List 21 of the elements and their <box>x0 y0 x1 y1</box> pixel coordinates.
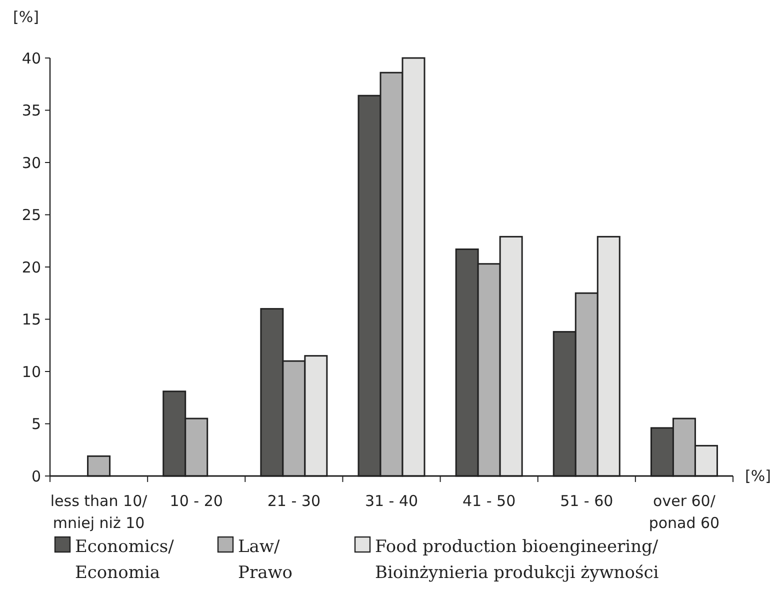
y-tick-label: 0 <box>31 467 41 486</box>
x-axis-title: [%] <box>745 467 771 485</box>
y-tick-label: 40 <box>22 49 41 68</box>
x-tick-label: 51 - 60 <box>560 492 614 510</box>
y-tick-label: 15 <box>22 310 41 328</box>
legend-label: Food production bioengineering/ Bioinżynieria produkcji żywności <box>375 537 660 583</box>
y-tick-label: 5 <box>31 415 41 433</box>
y-tick-label: 35 <box>22 102 41 120</box>
y-tick-label: 20 <box>22 258 41 276</box>
y-tick-label: 10 <box>22 362 41 381</box>
x-tick-label: 21 - 30 <box>267 492 320 510</box>
legend-label: Economics/ Economia <box>75 537 174 583</box>
x-tick-label: 10 - 20 <box>170 492 223 510</box>
y-axis-title: [%] <box>13 8 39 26</box>
y-tick-label: 30 <box>22 154 41 172</box>
legend-label: Law/ Prawo <box>238 537 292 583</box>
x-tick-label: less than 10/ mniej niż 10 <box>50 492 148 532</box>
x-tick-label: over 60/ ponad 60 <box>648 492 720 532</box>
y-tick-label: 25 <box>22 206 41 224</box>
x-tick-label: 31 - 40 <box>364 492 418 510</box>
x-tick-label: 41 - 50 <box>462 492 516 510</box>
